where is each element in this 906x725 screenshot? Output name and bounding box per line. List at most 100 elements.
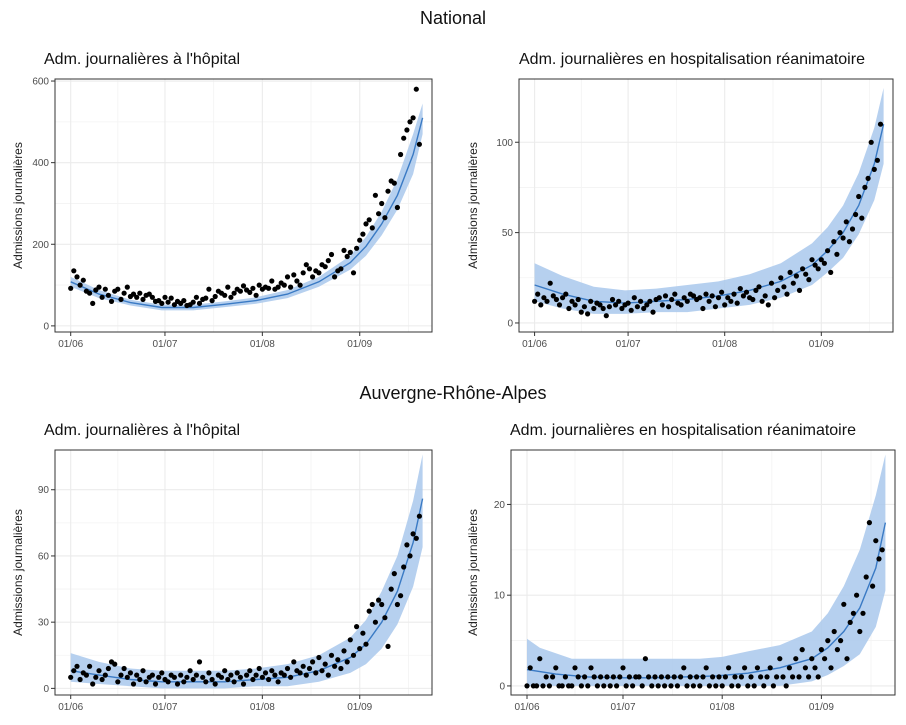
chart-region-hospital: 01/06 01/07 01/08 01/09 0 30 60 90 Admissions jo… (11, 449, 433, 713)
data-point (859, 215, 865, 221)
data-point (190, 299, 196, 305)
data-point (550, 293, 556, 299)
data-point (398, 593, 404, 599)
data-point (306, 665, 313, 672)
data-point (538, 302, 544, 308)
data-point (159, 670, 165, 676)
data-point (416, 513, 422, 519)
data-point (385, 643, 391, 649)
data-point (725, 295, 731, 301)
data-point (678, 302, 684, 308)
data-point (687, 674, 693, 680)
data-point (228, 672, 234, 678)
data-point (366, 608, 372, 614)
data-point (850, 610, 856, 616)
data-point (658, 674, 664, 680)
data-point (130, 291, 137, 297)
data-point (247, 289, 253, 295)
data-point (719, 683, 725, 689)
data-point (844, 656, 850, 662)
data-point (815, 674, 821, 680)
data-point (606, 304, 612, 310)
data-point (156, 674, 162, 680)
data-point (809, 257, 815, 263)
data-point (800, 266, 806, 272)
data-point (401, 564, 407, 570)
data-point (193, 294, 199, 300)
data-point (388, 586, 394, 592)
data-point (225, 284, 231, 290)
data-point (652, 674, 658, 680)
data-point (585, 311, 591, 317)
data-point (382, 615, 388, 621)
data-point (625, 300, 631, 306)
y-tick-label: 600 (32, 77, 49, 88)
data-point (300, 270, 306, 276)
data-point (275, 679, 281, 685)
y-tick-label: 30 (38, 618, 50, 629)
data-point (376, 211, 382, 217)
data-point (366, 217, 372, 223)
data-point (350, 652, 357, 658)
data-point (294, 278, 300, 284)
data-point (793, 273, 799, 279)
data-point (291, 659, 297, 665)
x-tick-label: 01/06 (58, 339, 83, 350)
data-point (237, 674, 243, 680)
data-point (735, 683, 741, 689)
data-point (231, 290, 237, 296)
data-point (524, 683, 530, 689)
data-point (275, 284, 281, 290)
data-point (617, 674, 623, 680)
chart-national-hospital: 01/06 01/07 01/08 01/09 0 200 400 600 Admissions… (11, 77, 433, 350)
data-point (765, 302, 771, 308)
data-point (674, 683, 680, 689)
data-point (828, 269, 834, 275)
data-point (588, 298, 594, 304)
data-point (762, 293, 768, 299)
data-point (165, 299, 171, 305)
data-point (726, 665, 732, 671)
data-point (672, 291, 678, 297)
y-tick-label: 0 (507, 318, 513, 329)
x-tick-label: 01/07 (616, 339, 641, 350)
y-axis-label: Admissions journalières (466, 509, 480, 636)
data-point (394, 204, 400, 211)
data-point (722, 302, 728, 308)
data-point (171, 302, 177, 308)
x-tick-label: 01/09 (347, 702, 372, 713)
data-point (591, 305, 597, 312)
data-point (866, 520, 872, 526)
data-point (181, 679, 187, 685)
data-point (203, 679, 209, 685)
data-point (556, 302, 563, 308)
data-point (360, 630, 366, 636)
data-point (250, 285, 256, 291)
data-point (222, 292, 228, 298)
data-point (372, 619, 378, 625)
data-point (874, 157, 880, 163)
data-point (376, 597, 382, 603)
data-point (818, 647, 824, 653)
x-tick-label: 01/08 (250, 339, 275, 350)
data-point (758, 674, 764, 680)
data-point (218, 674, 225, 680)
data-point (284, 274, 291, 280)
data-point (322, 661, 328, 667)
data-point (644, 302, 650, 308)
data-point (87, 663, 93, 669)
data-point (325, 672, 331, 678)
data-point (684, 683, 690, 689)
data-point (288, 284, 294, 290)
data-point (225, 676, 231, 683)
data-point (284, 665, 291, 672)
data-point (535, 291, 541, 297)
chart-region-icu: 01/06 01/07 01/08 01/09 0 10 20 Admissions jour… (466, 449, 896, 713)
data-point (534, 683, 540, 689)
data-point (777, 656, 783, 662)
data-point (662, 293, 669, 299)
x-tick-label: 01/08 (710, 702, 735, 713)
data-point (247, 668, 253, 674)
data-point (582, 674, 588, 680)
data-point (610, 674, 616, 680)
